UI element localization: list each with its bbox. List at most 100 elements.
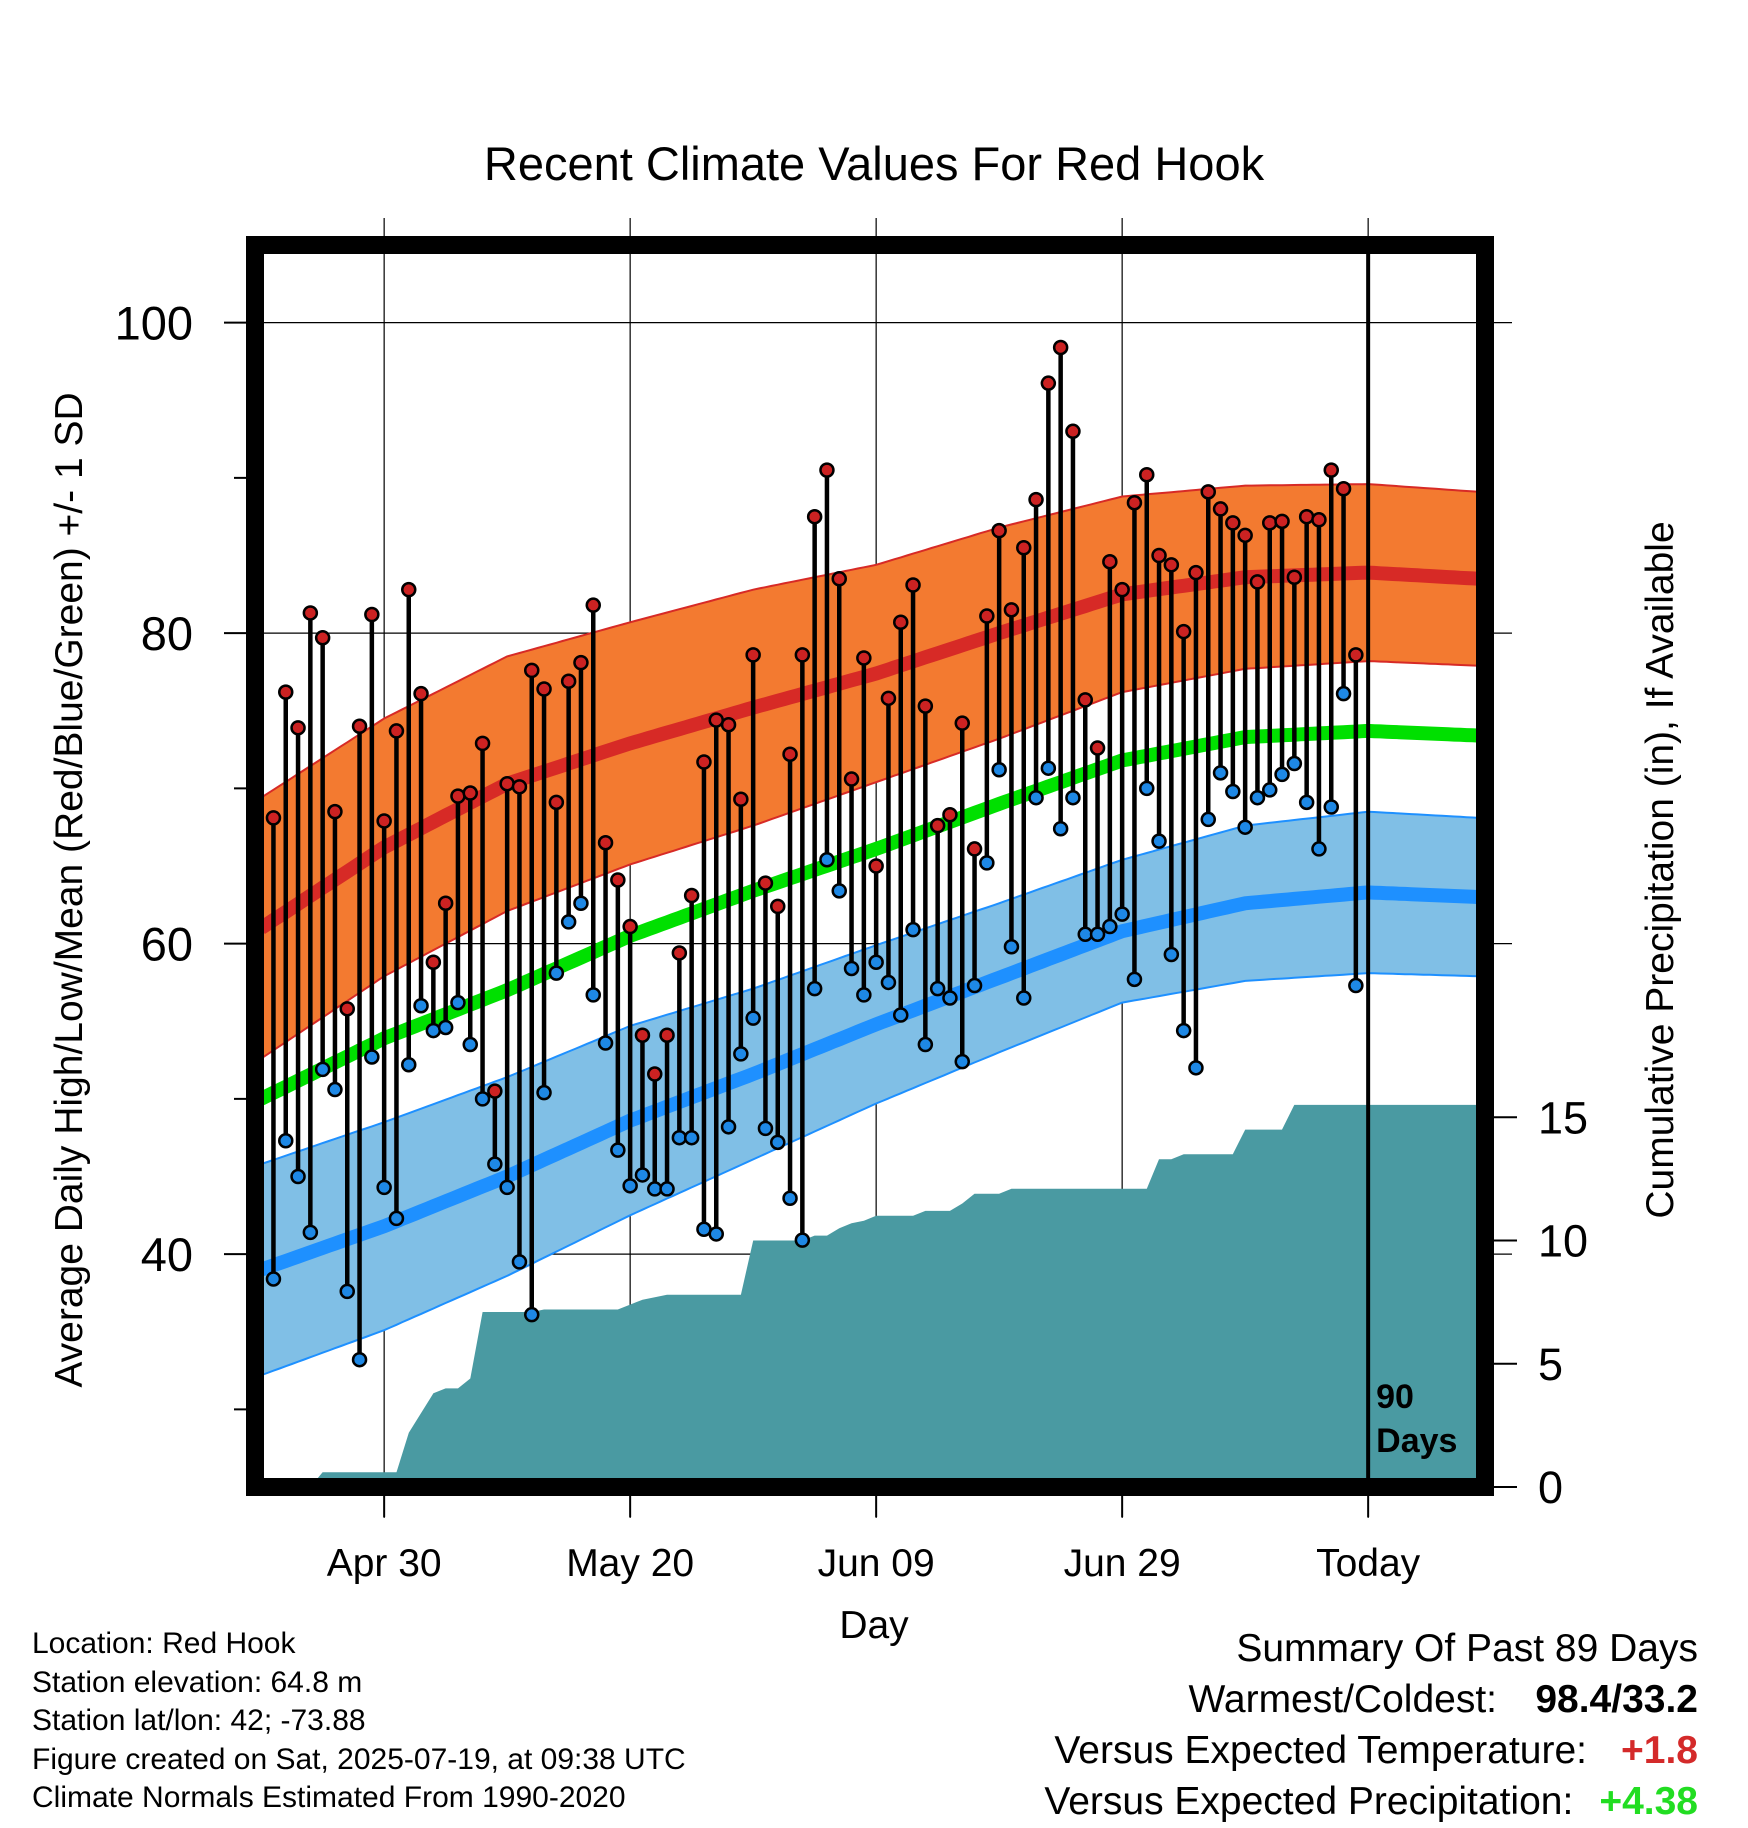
daily-high-point bbox=[1077, 692, 1093, 708]
daily-low-point bbox=[450, 994, 466, 1011]
daily-low-point bbox=[1188, 1060, 1204, 1076]
daily-low-point bbox=[265, 1271, 282, 1287]
daily-high-point bbox=[278, 684, 294, 700]
daily-low-point bbox=[806, 980, 823, 997]
daily-low-point bbox=[905, 921, 921, 938]
daily-low-point bbox=[622, 1178, 638, 1194]
daily-high-point bbox=[647, 1066, 663, 1082]
y2-tick-label: 15 bbox=[1538, 1092, 1588, 1143]
precip-label: Versus Expected Precipitation: bbox=[1044, 1780, 1574, 1823]
daily-low-point bbox=[1212, 765, 1229, 781]
daily-high-point bbox=[487, 1083, 503, 1099]
daily-low-point bbox=[536, 1084, 552, 1101]
daily-high-point bbox=[524, 662, 540, 679]
daily-low-point bbox=[1151, 833, 1167, 849]
daily-low-point bbox=[757, 1120, 774, 1137]
daily-low-point bbox=[1335, 685, 1352, 702]
daily-high-point bbox=[1188, 564, 1204, 581]
daily-high-point bbox=[622, 918, 638, 935]
daily-high-point bbox=[1163, 557, 1180, 573]
daily-high-point bbox=[1274, 513, 1290, 530]
daily-high-point bbox=[905, 577, 921, 593]
y-tick-label: 40 bbox=[141, 1228, 193, 1281]
daily-high-point bbox=[1114, 581, 1130, 598]
daily-high-point bbox=[659, 1027, 675, 1043]
temp-row: Versus Expected Temperature: +1.8 bbox=[1044, 1725, 1698, 1776]
daily-low-point bbox=[1126, 971, 1143, 988]
daily-low-point bbox=[339, 1283, 355, 1300]
daily-high-point bbox=[450, 788, 466, 804]
daily-high-point bbox=[1040, 375, 1057, 391]
daily-high-point bbox=[733, 791, 749, 807]
daily-high-point bbox=[1286, 569, 1303, 585]
latlon-text: Station lat/lon: 42; -73.88 bbox=[32, 1704, 366, 1737]
daily-low-point bbox=[1286, 755, 1303, 772]
daily-high-point bbox=[917, 698, 934, 714]
daily-low-point bbox=[880, 974, 897, 991]
daily-high-point bbox=[1298, 508, 1315, 525]
daily-low-point bbox=[1040, 760, 1057, 776]
daily-low-point bbox=[573, 895, 589, 912]
summary-panel: Summary Of Past 89 Days Warmest/Coldest:… bbox=[1044, 1623, 1698, 1827]
daily-high-point bbox=[708, 712, 724, 728]
daily-low-point bbox=[794, 1232, 811, 1248]
daily-high-point bbox=[1139, 467, 1155, 483]
daily-low-point bbox=[671, 1129, 688, 1146]
daily-low-point bbox=[524, 1306, 540, 1323]
daily-high-point bbox=[720, 716, 737, 733]
warm-cold-value: 98.4/33.2 bbox=[1535, 1678, 1698, 1721]
warm-cold-row: Warmest/Coldest: 98.4/33.2 bbox=[1044, 1674, 1698, 1725]
daily-high-point bbox=[1003, 602, 1020, 618]
daily-low-point bbox=[733, 1046, 749, 1062]
daily-low-point bbox=[314, 1061, 331, 1078]
daily-low-point bbox=[1089, 926, 1106, 943]
daily-low-point bbox=[893, 1007, 909, 1023]
daily-high-point bbox=[929, 817, 946, 834]
elevation-text: Station elevation: 64.8 m bbox=[32, 1665, 363, 1699]
daily-high-point bbox=[327, 803, 343, 820]
chart-title: Recent Climate Values For Red Hook bbox=[484, 137, 1265, 190]
daily-high-point bbox=[1065, 423, 1081, 440]
daily-high-point bbox=[376, 813, 392, 829]
daily-low-point bbox=[782, 1190, 798, 1206]
daily-high-point bbox=[339, 1001, 355, 1017]
daily-high-point bbox=[1323, 462, 1339, 478]
daily-high-point bbox=[991, 522, 1007, 539]
high-normal-line bbox=[257, 565, 1480, 934]
daily-high-point bbox=[1052, 339, 1069, 356]
daily-high-point bbox=[1151, 547, 1167, 564]
daily-low-point bbox=[991, 761, 1007, 778]
daily-low-point bbox=[659, 1181, 675, 1197]
daily-high-point bbox=[782, 746, 798, 762]
daily-high-point bbox=[351, 718, 368, 735]
daily-high-point bbox=[1225, 515, 1241, 531]
daily-high-point bbox=[745, 647, 761, 663]
y2-tick-label: 0 bbox=[1538, 1462, 1563, 1513]
daily-low-point bbox=[942, 990, 958, 1006]
daily-low-point bbox=[413, 997, 429, 1014]
daily-high-point bbox=[536, 681, 552, 697]
daily-low-point bbox=[351, 1351, 368, 1368]
daily-high-point bbox=[425, 954, 442, 971]
daily-low-point bbox=[548, 965, 565, 981]
daily-high-point bbox=[1126, 494, 1143, 511]
daily-high-point bbox=[831, 571, 847, 587]
daily-high-point bbox=[560, 673, 577, 690]
daily-low-point bbox=[856, 987, 872, 1003]
daily-high-point bbox=[757, 875, 774, 891]
daily-high-point bbox=[979, 608, 995, 624]
temp-anomaly-value: +1.8 bbox=[1621, 1729, 1698, 1772]
daily-high-point bbox=[696, 754, 712, 770]
daily-high-point bbox=[1200, 484, 1216, 500]
daily-low-point bbox=[917, 1036, 934, 1053]
daily-high-point bbox=[462, 785, 478, 801]
daily-low-point bbox=[1139, 780, 1155, 797]
daily-low-point bbox=[1065, 789, 1081, 806]
daily-low-point bbox=[1175, 1022, 1192, 1039]
daily-high-point bbox=[573, 654, 589, 671]
daily-high-point bbox=[437, 895, 454, 912]
daily-low-point bbox=[745, 1010, 761, 1026]
daily-high-point bbox=[880, 690, 897, 707]
daily-high-point bbox=[265, 810, 282, 826]
